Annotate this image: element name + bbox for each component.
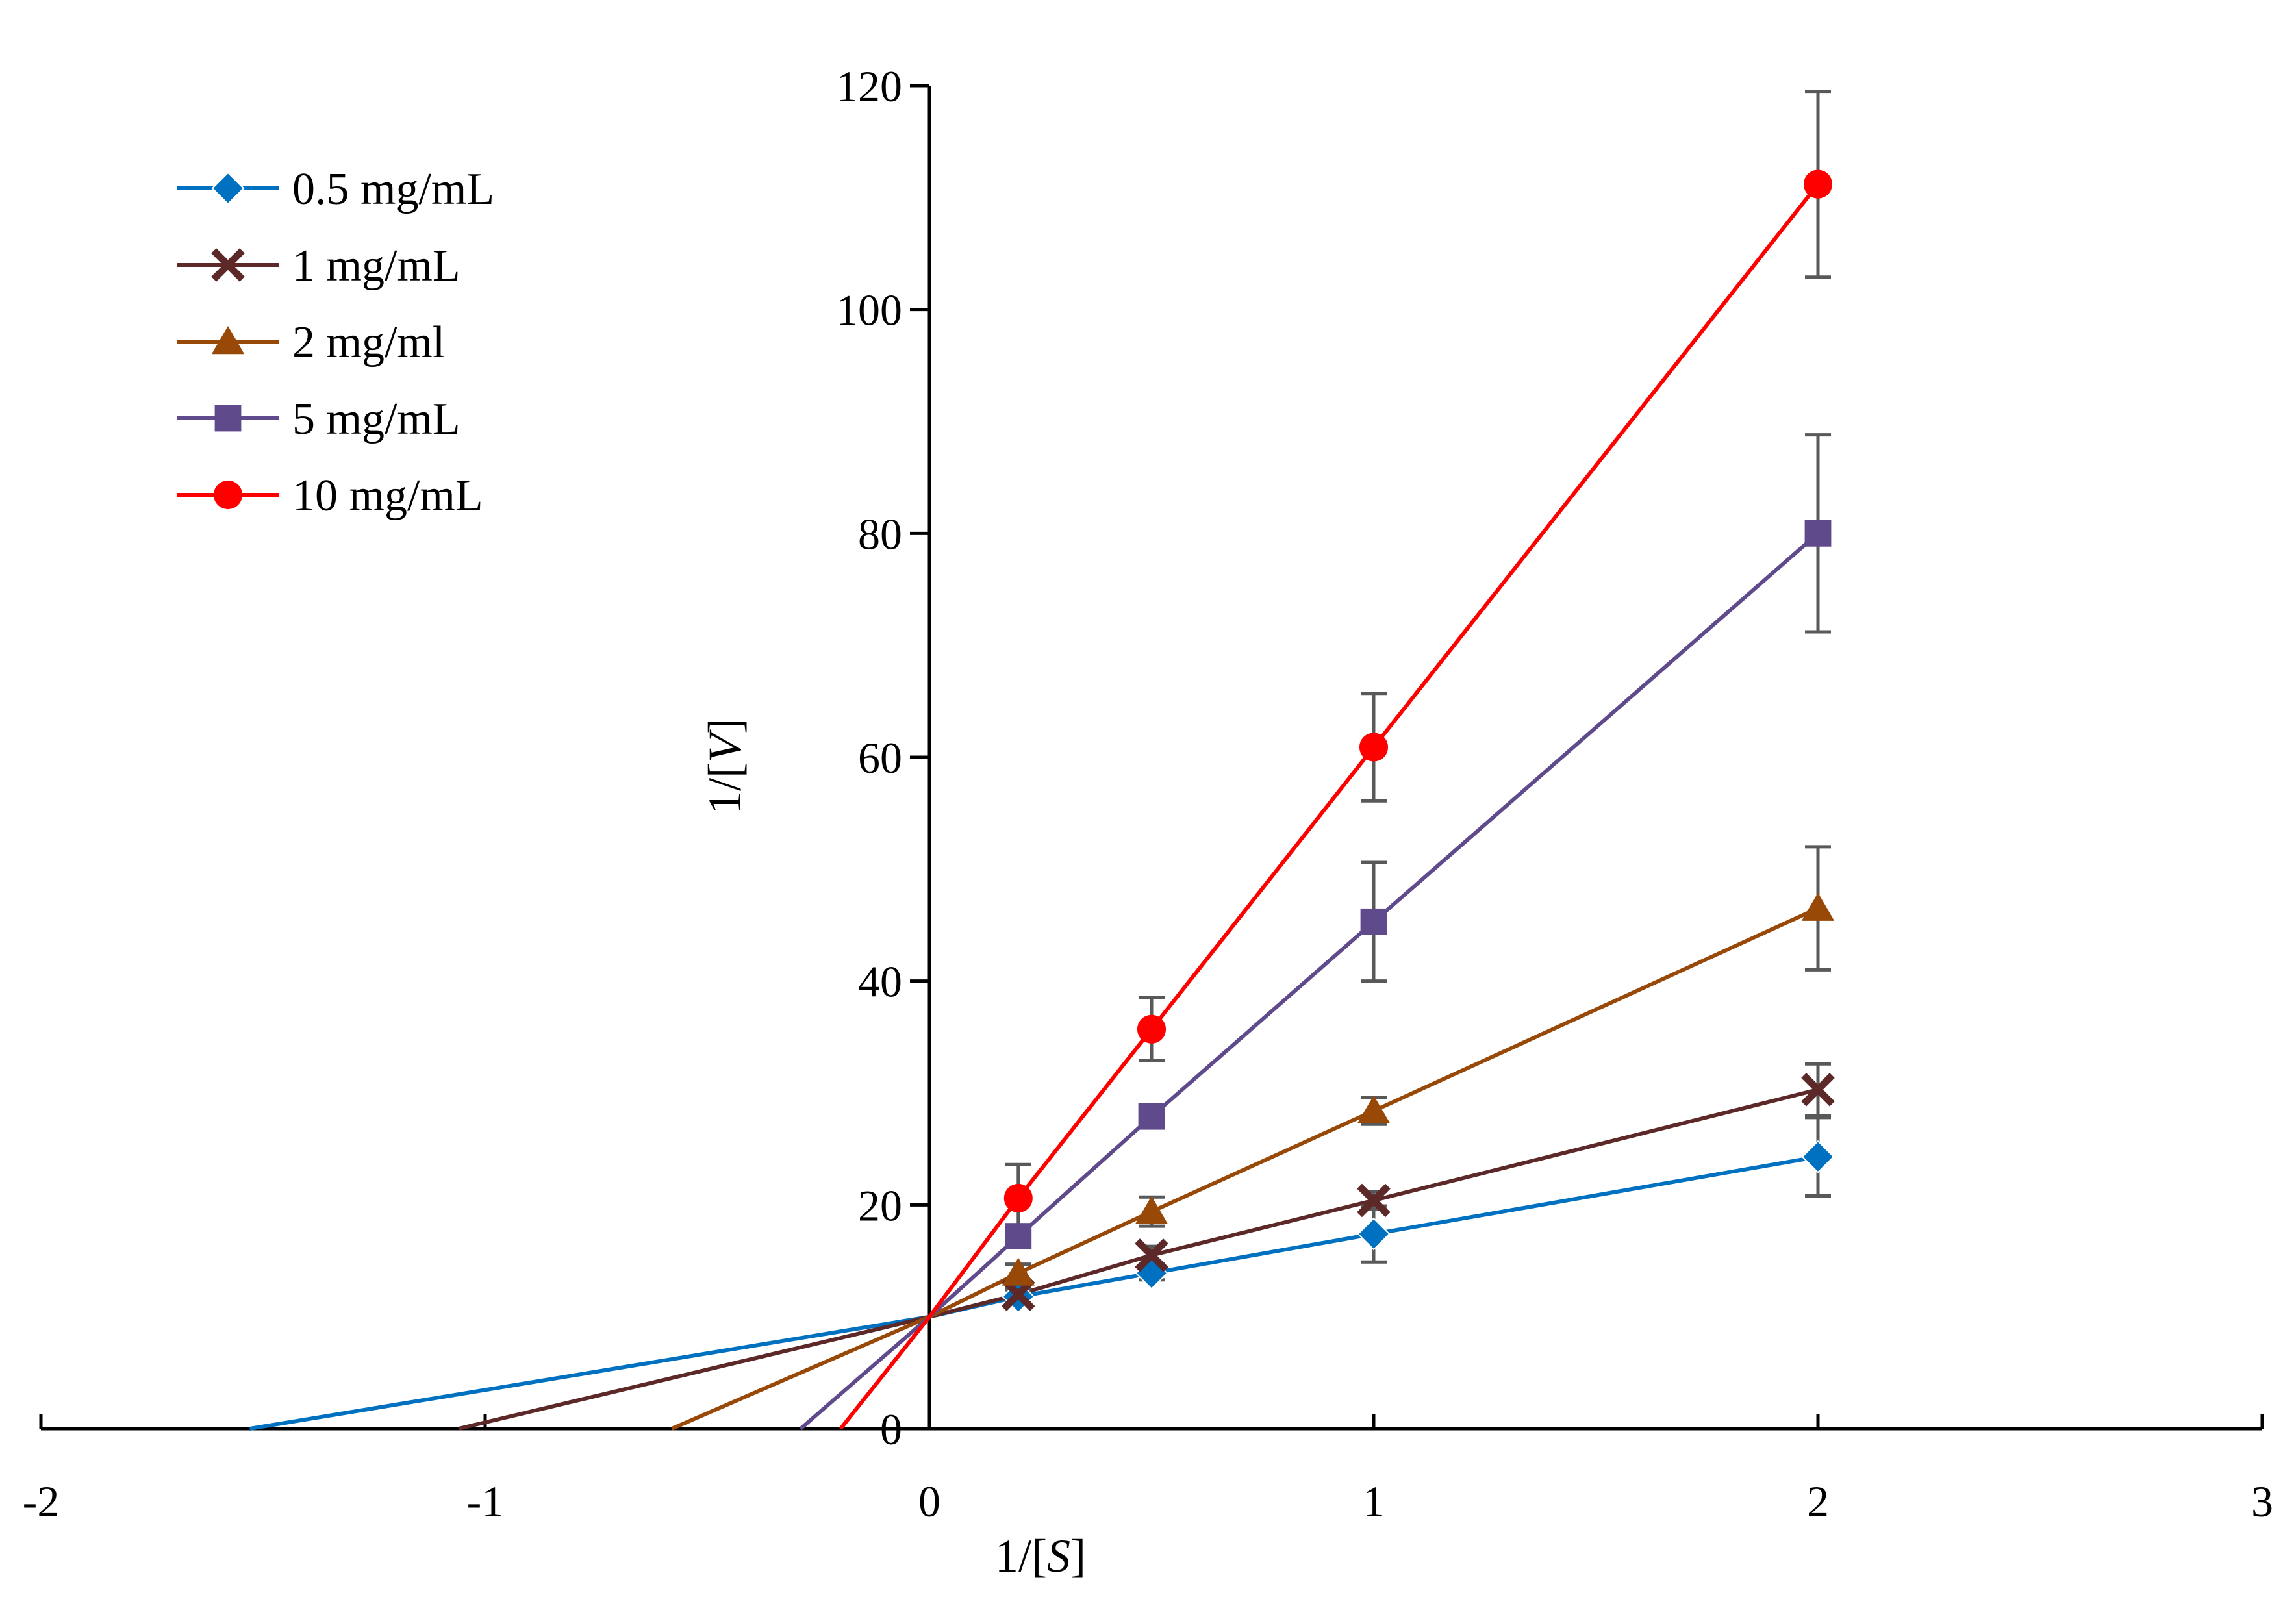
x-tick-label: 0 [918,1477,940,1526]
series-markers [1005,520,1832,1249]
series-markers [1003,169,1833,1213]
series-line [839,182,1820,1430]
data-point [1003,1183,1033,1213]
series-markers [1002,1073,1835,1311]
series-4 [799,532,1819,1431]
error-bars [1005,1062,1831,1303]
error-bars [1005,433,1831,1249]
data-point [1357,1217,1391,1251]
data-point [1138,1103,1165,1130]
y-tick-label: 80 [858,509,902,558]
legend-label: 2 mg/ml [292,318,445,368]
series-group [249,90,1835,1431]
data-point [1002,1277,1035,1311]
legend-entry: 0.5 mg/mL [177,164,494,214]
data-point [1801,892,1835,921]
legend-entry: 5 mg/mL [177,394,460,444]
legend-label: 5 mg/mL [292,394,460,444]
data-point [1801,1073,1835,1107]
legend-label: 1 mg/mL [292,241,460,291]
legend-entry: 10 mg/mL [177,471,483,521]
data-point [1135,1238,1168,1272]
data-point [1803,169,1833,199]
series-line [799,532,1819,1431]
series-1 [249,1155,1819,1431]
y-tick-label: 0 [880,1405,902,1454]
legend-entry: 2 mg/ml [177,318,445,368]
data-point [1360,908,1387,935]
legend-entry: 1 mg/mL [177,241,460,291]
error-bars [1005,845,1831,1284]
y-tick-label: 100 [836,286,902,335]
data-point [211,248,245,282]
x-tick-label: 2 [1807,1477,1829,1526]
y-tick-label: 20 [858,1181,902,1230]
y-tick-label: 60 [858,733,902,783]
data-point [211,326,245,355]
axes: -2 -1 0 1 2 3 0 20 40 60 80 100 120 [23,62,2273,1526]
x-axis-title: 1/[S] [995,1530,1086,1582]
x-tick-label: 1 [1363,1477,1385,1526]
x-tick-label: -2 [23,1477,60,1526]
legend-label: 10 mg/mL [292,471,483,521]
data-point [213,480,243,510]
legend: 0.5 mg/mL 1 mg/mL 2 mg/ml 5 mg/mL 10 mg/mL [177,164,494,521]
data-point [211,171,245,205]
series-5 [839,182,1820,1430]
series-line [249,1155,1819,1431]
legend-label: 0.5 mg/mL [292,164,494,214]
data-point [1135,1196,1168,1224]
data-point [1359,733,1389,762]
series-3 [671,906,1819,1431]
data-point [1137,1014,1167,1044]
data-point [1357,1183,1391,1218]
x-tick-label: 3 [2251,1477,2273,1526]
series-line [458,1087,1819,1431]
data-point [1357,1095,1391,1123]
y-tick-label: 40 [858,957,902,1007]
y-axis-title: 1/[V] [699,718,751,814]
series-2 [458,1087,1819,1431]
x-tick-label: -1 [467,1477,504,1526]
series-markers [1002,892,1835,1286]
data-point [214,405,242,432]
data-point [1005,1223,1032,1249]
x-axis-ticks: -2 -1 0 1 2 3 [23,1414,2273,1526]
y-axis-ticks: 0 20 40 60 80 100 120 [836,62,929,1454]
data-point [1002,1257,1035,1286]
data-point [1801,1140,1835,1173]
data-point [1804,520,1832,547]
y-tick-label: 120 [836,62,902,111]
series-line [671,906,1819,1431]
